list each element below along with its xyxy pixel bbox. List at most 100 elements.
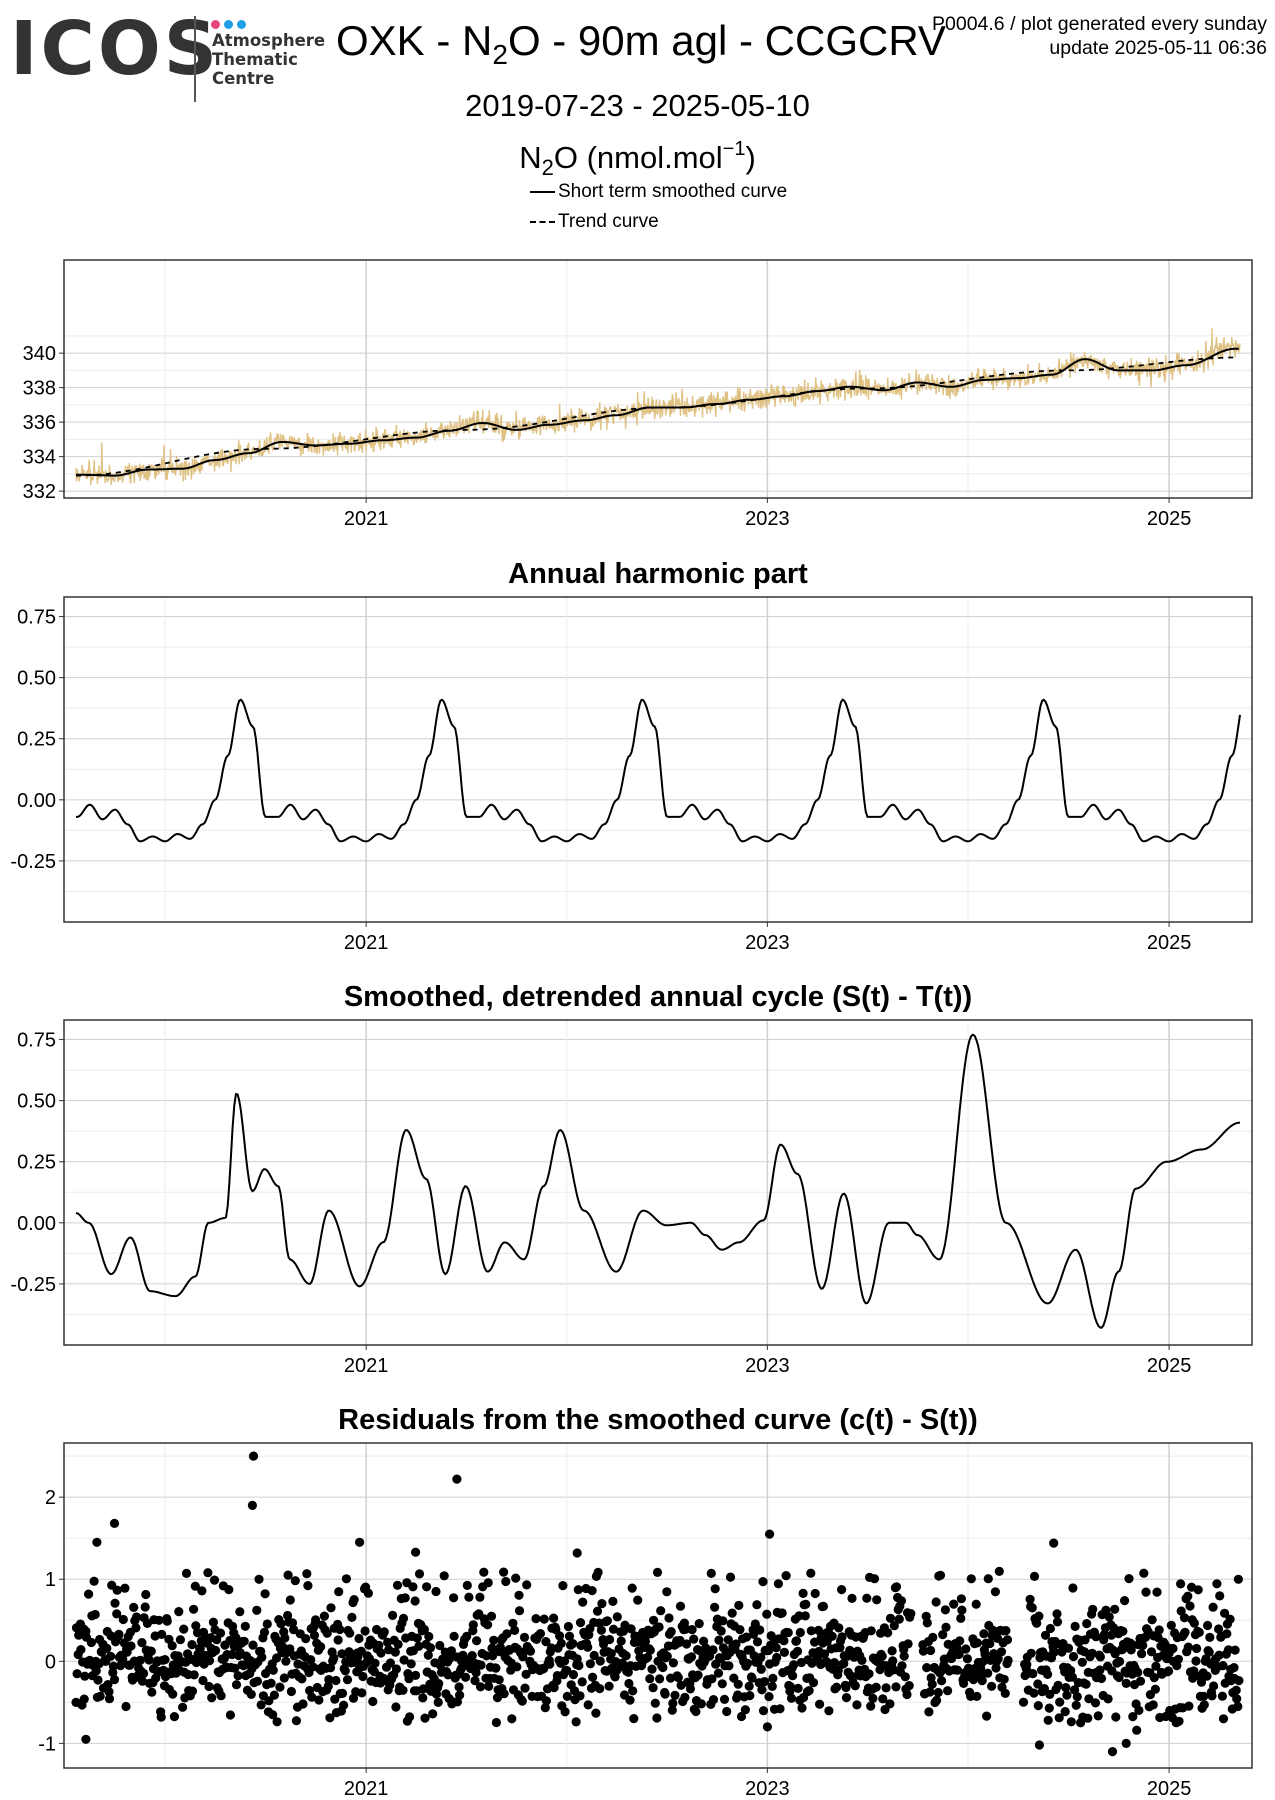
residual-point xyxy=(495,1642,505,1652)
residual-point xyxy=(390,1647,400,1657)
residual-point xyxy=(687,1625,697,1635)
residual-point xyxy=(1189,1666,1199,1676)
residual-point xyxy=(954,1649,964,1659)
residual-point xyxy=(126,1641,136,1651)
residual-point xyxy=(972,1691,982,1701)
residual-point xyxy=(762,1609,772,1619)
unit-pre: N xyxy=(519,140,542,175)
residual-point xyxy=(431,1586,441,1597)
residual-point xyxy=(885,1613,896,1623)
plot-area xyxy=(76,698,1241,843)
residual-point xyxy=(379,1627,389,1637)
residual-point xyxy=(1026,1648,1036,1658)
residual-point xyxy=(260,1589,270,1599)
panel-detrended-cycle: Smoothed, detrended annual cycle (S(t) -… xyxy=(10,981,1253,1377)
residual-point xyxy=(955,1636,965,1646)
residual-point xyxy=(629,1714,639,1724)
residual-point xyxy=(257,1652,267,1662)
residual-point xyxy=(680,1692,690,1702)
residual-point xyxy=(486,1611,497,1621)
residual-point xyxy=(1003,1655,1013,1665)
residual-point xyxy=(568,1670,579,1680)
residual-point xyxy=(1033,1679,1043,1689)
residual-point xyxy=(408,1582,418,1592)
residual-point xyxy=(169,1712,179,1722)
residual-point xyxy=(1068,1651,1079,1662)
residual-point xyxy=(1110,1604,1120,1614)
residual-point xyxy=(391,1664,401,1674)
residual-point xyxy=(276,1619,286,1629)
residual-point xyxy=(307,1692,317,1702)
residual-point xyxy=(464,1592,474,1602)
residual-point xyxy=(1126,1645,1136,1655)
residual-point xyxy=(938,1630,948,1640)
residual-point xyxy=(1149,1673,1159,1683)
residual-point xyxy=(1088,1604,1098,1614)
residual-point xyxy=(418,1693,428,1703)
residual-point xyxy=(956,1613,966,1623)
y-tick-label: -0.25 xyxy=(10,851,56,873)
residual-point xyxy=(788,1671,798,1681)
residual-point xyxy=(187,1640,197,1650)
residual-point xyxy=(235,1607,245,1617)
residual-point xyxy=(112,1609,122,1619)
residual-point xyxy=(650,1698,660,1708)
residual-point xyxy=(546,1643,557,1653)
residual-point xyxy=(411,1547,421,1557)
residual-point xyxy=(760,1677,770,1687)
residual-point xyxy=(889,1621,899,1631)
residual-point xyxy=(335,1624,345,1635)
residual-point xyxy=(647,1664,657,1674)
residual-point xyxy=(664,1613,674,1623)
residual-point xyxy=(673,1673,683,1683)
residual-point xyxy=(1225,1614,1235,1624)
residual-point xyxy=(233,1671,243,1681)
residual-point xyxy=(1090,1698,1101,1708)
y-tick-label: 334 xyxy=(23,447,56,469)
residual-point xyxy=(1001,1626,1011,1636)
residual-point xyxy=(779,1636,789,1646)
residual-point xyxy=(224,1585,234,1595)
residual-point xyxy=(649,1615,659,1625)
residual-point xyxy=(966,1574,976,1584)
residual-point xyxy=(1183,1591,1193,1601)
residual-point xyxy=(269,1690,279,1700)
residual-point xyxy=(147,1687,157,1697)
residual-point xyxy=(246,1689,256,1699)
residual-point xyxy=(1032,1618,1042,1628)
residual-point xyxy=(1103,1694,1113,1704)
residual-point xyxy=(573,1585,583,1595)
residual-point xyxy=(935,1570,946,1580)
residual-point xyxy=(1214,1650,1224,1660)
residual-point xyxy=(326,1603,336,1613)
panel-title: Smoothed, detrended annual cycle (S(t) -… xyxy=(344,981,972,1013)
residual-point xyxy=(655,1674,665,1684)
residual-point xyxy=(1212,1579,1222,1589)
residual-point xyxy=(1045,1623,1055,1634)
y-tick-label: 0.50 xyxy=(17,1091,56,1113)
residual-point xyxy=(103,1680,113,1690)
residual-point xyxy=(1220,1608,1230,1618)
residual-point xyxy=(980,1649,990,1659)
residual-point xyxy=(837,1585,847,1595)
residual-point xyxy=(1164,1666,1174,1676)
residual-point xyxy=(999,1674,1009,1684)
residual-point xyxy=(881,1683,891,1693)
residual-point xyxy=(215,1628,226,1638)
residual-point xyxy=(139,1668,149,1679)
residual-point xyxy=(341,1574,351,1584)
unit-label: N2O (nmol.mol−1) xyxy=(0,138,1275,181)
panel-n2o-concentration: 332 334 336 338 340 2021 2023 2025 xyxy=(23,259,1253,530)
residual-point xyxy=(972,1638,982,1648)
residual-point xyxy=(259,1627,270,1637)
residual-point xyxy=(562,1665,572,1676)
residual-point xyxy=(894,1614,904,1624)
residual-point xyxy=(757,1685,767,1695)
residual-point xyxy=(564,1631,575,1641)
residual-point xyxy=(1095,1665,1105,1675)
residual-point xyxy=(517,1696,527,1706)
residual-point xyxy=(789,1660,799,1670)
plot-meta: P0004.6 / plot generated every sunday up… xyxy=(932,12,1267,60)
residual-point xyxy=(645,1674,655,1684)
